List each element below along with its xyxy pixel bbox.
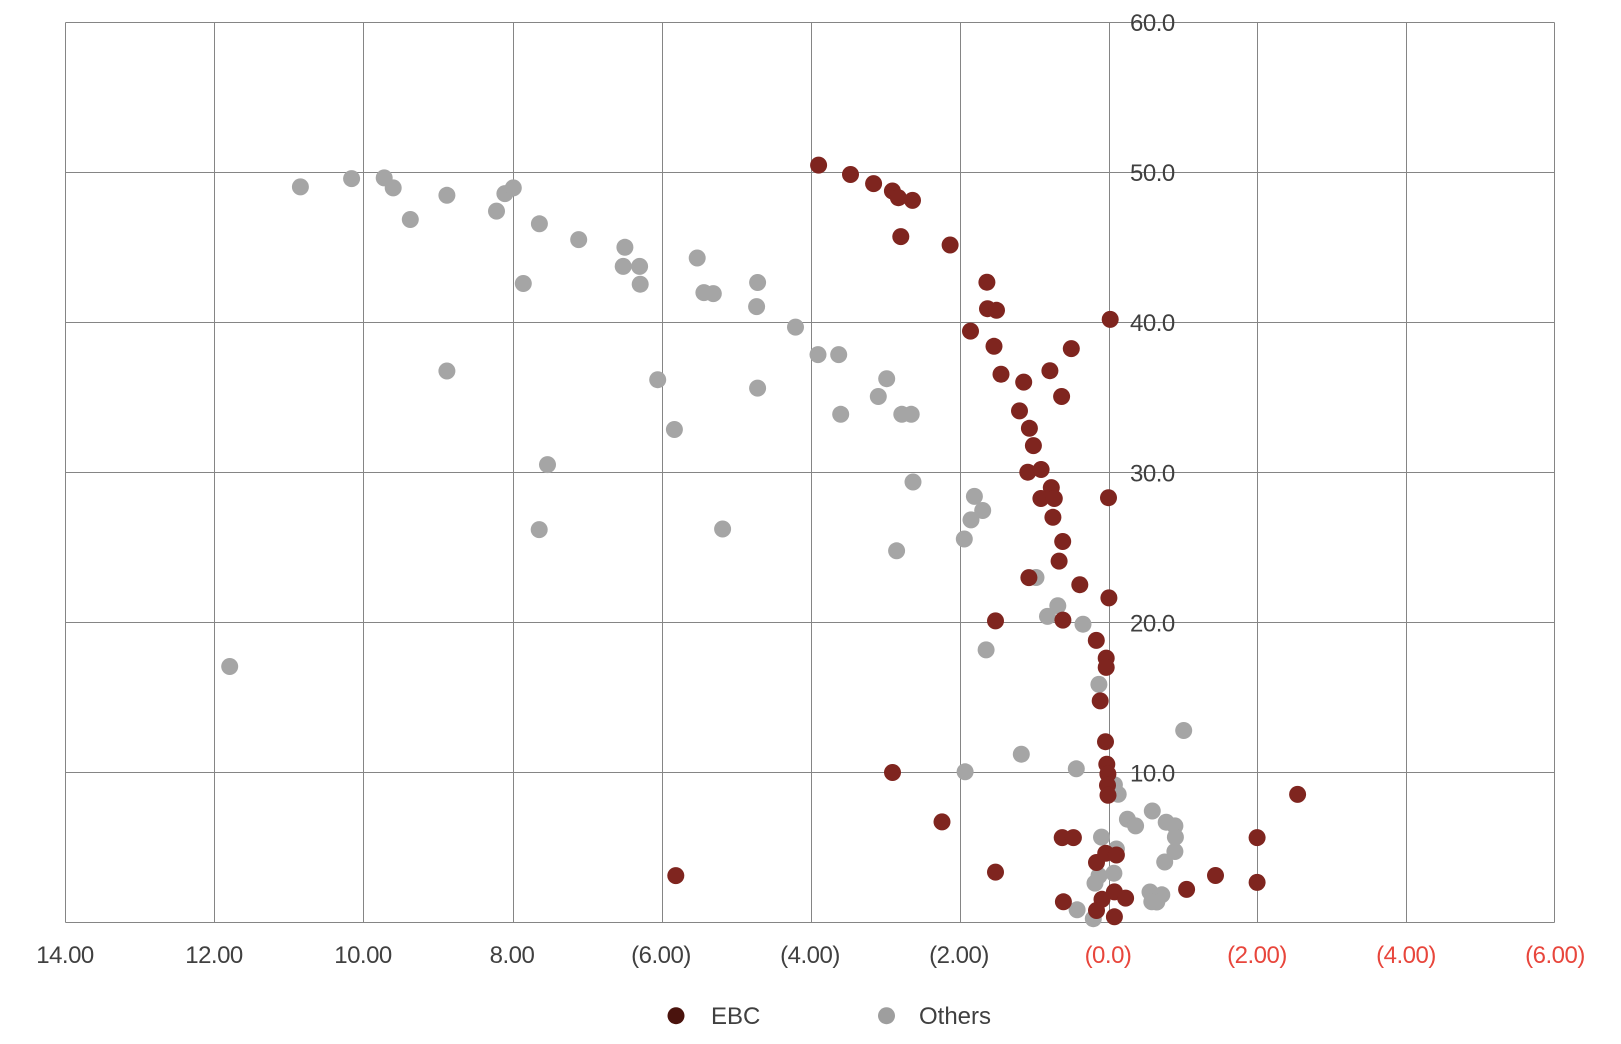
svg-text:Others: Others — [919, 1003, 991, 1030]
svg-text:30.0: 30.0 — [1130, 460, 1175, 487]
svg-text:(0.0): (0.0) — [1085, 942, 1132, 969]
svg-text:(4.00): (4.00) — [780, 942, 840, 969]
svg-text:10.0: 10.0 — [1130, 760, 1175, 787]
svg-text:8.00: 8.00 — [490, 942, 535, 969]
svg-text:(4.00): (4.00) — [1376, 942, 1436, 969]
svg-text:(2.00): (2.00) — [1227, 942, 1287, 969]
svg-text:60.0: 60.0 — [1130, 10, 1175, 37]
svg-text:(2.00): (2.00) — [929, 942, 989, 969]
svg-text:(6.00): (6.00) — [1525, 942, 1585, 969]
svg-text:50.0: 50.0 — [1130, 160, 1175, 187]
svg-text:20.0: 20.0 — [1130, 610, 1175, 637]
svg-text:14.00: 14.00 — [36, 942, 94, 969]
svg-text:EBC: EBC — [711, 1003, 760, 1030]
svg-text:12.00: 12.00 — [185, 942, 243, 969]
svg-text:(6.00): (6.00) — [631, 942, 691, 969]
svg-text:40.0: 40.0 — [1130, 310, 1175, 337]
svg-text:10.00: 10.00 — [334, 942, 392, 969]
